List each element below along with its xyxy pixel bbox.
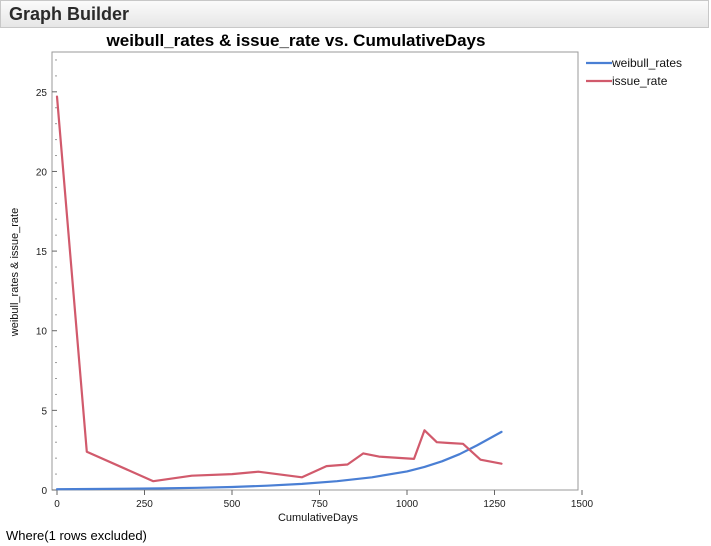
- y-tick-label: 25: [36, 88, 48, 99]
- y-tick-label: 5: [41, 406, 47, 417]
- series-line-weibull-rates: [55, 430, 503, 491]
- y-tick-label: 10: [36, 327, 48, 338]
- x-tick-label: 1500: [571, 499, 594, 510]
- x-axis: 0 250 500 750 1000 1250 1500: [54, 490, 594, 510]
- plot-area: [51, 51, 579, 491]
- x-axis-label: CumulativeDays: [278, 512, 359, 524]
- series-line-issue-rate: [55, 95, 503, 483]
- legend: weibull_rates issue_rate: [586, 56, 682, 88]
- window-title: Graph Builder: [9, 4, 130, 24]
- legend-label-weibull-rates: weibull_rates: [611, 56, 682, 70]
- x-tick-label: 1250: [483, 499, 506, 510]
- x-tick-label: 750: [311, 499, 328, 510]
- legend-label-issue-rate: issue_rate: [612, 74, 668, 88]
- x-tick-label: 250: [136, 499, 153, 510]
- x-tick-label: 1000: [396, 499, 419, 510]
- x-tick-label: 0: [54, 499, 60, 510]
- chart-title: weibull_rates & issue_rate vs. Cumulativ…: [106, 31, 486, 50]
- window-title-bar: Graph Builder: [0, 0, 709, 28]
- y-tick-label: 0: [41, 486, 47, 497]
- x-tick-label: 500: [224, 499, 241, 510]
- y-tick-label: 20: [36, 167, 48, 178]
- y-tick-label: 15: [36, 247, 48, 258]
- y-axis: 0 5 10 15 20 25: [36, 59, 57, 497]
- where-clause-note: Where(1 rows excluded): [6, 528, 147, 543]
- y-axis-label: weibull_rates & issue_rate: [9, 208, 21, 337]
- series-layer: [55, 95, 503, 491]
